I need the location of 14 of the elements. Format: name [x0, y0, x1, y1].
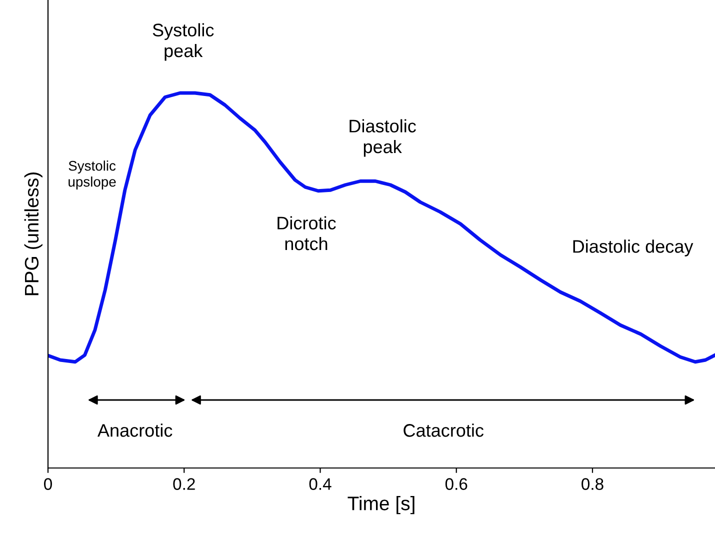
x-tick-label: 0.2 — [173, 478, 195, 490]
annotation: Diastolic decay — [573, 240, 694, 256]
y-axis-title: PPG (unitless) — [24, 172, 42, 296]
annotation: Anacrotic — [97, 424, 172, 437]
x-axis-title: Time [s] — [348, 496, 414, 514]
x-tick-label: 0.6 — [445, 478, 468, 490]
text: Systolic peak — [152, 23, 214, 61]
annotation: Dicrotic notch — [278, 216, 336, 250]
x-tick-label: 0 — [44, 478, 52, 490]
x-tick-label: 0.4 — [309, 478, 332, 490]
annotation: Diastolic peak — [350, 119, 416, 157]
annotation: Systolic upslope — [68, 160, 116, 190]
annotation: Catacrotic — [404, 424, 484, 437]
x-tick-label: 0.8 — [582, 478, 604, 490]
